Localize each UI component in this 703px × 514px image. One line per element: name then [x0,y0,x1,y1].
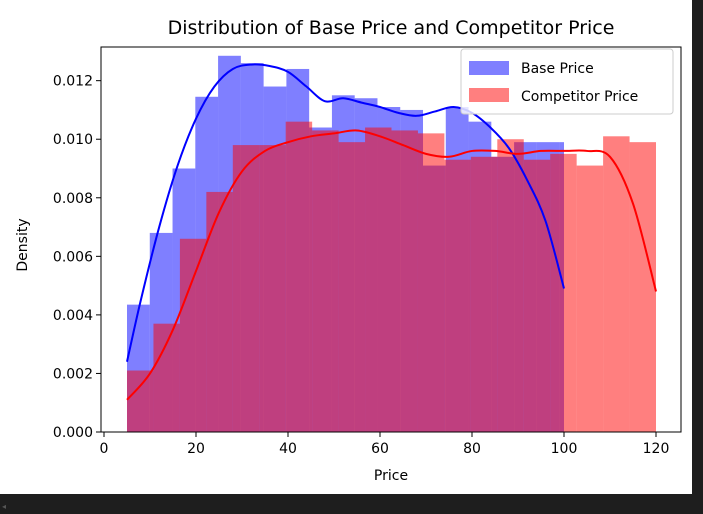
competitor-price-bar [232,145,260,433]
output-scroll-area [0,494,703,514]
y-tick-label: 0.006 [53,249,93,265]
competitor-price-kde-line [126,129,657,401]
chart-legend: Base Price Competitor Price [460,48,674,115]
x-tick-label: 0 [100,441,109,457]
figure-canvas: Distribution of Base Price and Competito… [0,0,692,494]
y-tick-label: 0.004 [53,308,93,324]
y-tick-label: 0.002 [53,366,93,382]
y-tick-label: 0.010 [53,132,93,148]
legend-label-competitor-price: Competitor Price [521,89,638,105]
competitor-price-bar [312,130,339,432]
x-tick-label: 20 [187,441,205,457]
competitor-price-bar [259,145,286,433]
legend-swatch-base-price [469,61,509,75]
kde-curves [126,63,657,401]
competitor-price-bar [127,370,154,432]
competitor-price-bar [338,142,366,432]
y-axis-label: Density [15,218,31,271]
competitor-price-bar [391,130,418,432]
chart-title: Distribution of Base Price and Competito… [168,17,615,39]
competitor-price-bar [629,142,656,432]
competitor-price-bar [444,159,471,432]
competitor-price-bar [497,139,524,432]
plot-area-border [100,46,682,433]
legend-swatch-competitor-price [469,88,509,102]
x-axis-label: Price [374,468,408,484]
histogram-chart: Distribution of Base Price and Competito… [15,17,682,484]
y-tick-label: 0.000 [53,425,93,441]
competitor-price-bar [470,156,498,432]
histogram-bars [127,55,656,433]
y-tick-label: 0.012 [53,74,93,90]
competitor-price-bar [285,121,313,433]
y-tick-label: 0.008 [53,191,93,207]
legend-box [460,48,674,115]
x-tick-label: 120 [643,441,670,457]
base-price-kde-line [126,63,565,362]
y-axis-ticks: 0.000 0.002 0.004 0.006 0.008 0.010 0.012 [53,74,101,441]
x-axis-ticks: 0 20 40 60 80 100 120 [100,432,670,457]
x-tick-label: 60 [371,441,389,457]
competitor-price-bar [153,323,180,432]
scroll-left-icon[interactable]: ◂ [2,502,7,511]
competitor-price-bar [206,191,233,432]
competitor-price-bar [603,136,630,433]
legend-label-base-price: Base Price [521,61,594,77]
competitor-price-bar [550,153,577,433]
competitor-price-bar [417,133,445,432]
x-tick-label: 40 [279,441,297,457]
x-tick-label: 80 [463,441,481,457]
axes-frame [100,46,682,433]
x-tick-label: 100 [551,441,578,457]
competitor-price-bar [523,159,551,432]
competitor-price-bar [576,165,604,432]
competitor-price-bar [365,127,392,432]
competitor-price-bar [179,238,207,432]
